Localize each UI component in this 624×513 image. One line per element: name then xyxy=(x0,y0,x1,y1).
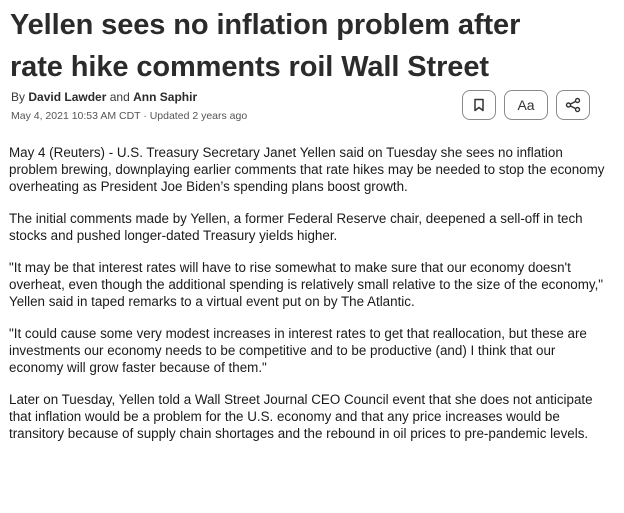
author-link-1[interactable]: David Lawder xyxy=(28,90,107,104)
text-size-label: Aa xyxy=(517,97,535,113)
article-body: May 4 (Reuters) - U.S. Treasury Secretar… xyxy=(9,144,609,457)
dateline: May 4, 2021 10:53 AM CDT · Updated 2 yea… xyxy=(11,110,248,122)
paragraph-1: May 4 (Reuters) - U.S. Treasury Secretar… xyxy=(9,145,605,194)
byline-conjunction: and xyxy=(109,90,130,104)
share-icon xyxy=(565,97,581,113)
text-size-button[interactable]: Aa xyxy=(504,90,548,120)
paragraph-3: "It may be that interest rates will have… xyxy=(9,260,604,309)
paragraph-2: The initial comments made by Yellen, a f… xyxy=(9,211,583,243)
byline: By David Lawder and Ann Saphir xyxy=(11,90,197,104)
author-link-2[interactable]: Ann Saphir xyxy=(133,90,198,104)
headline-line-1: Yellen sees no inflation problem after xyxy=(10,9,521,41)
article-toolbar: Aa xyxy=(462,90,590,120)
bookmark-icon xyxy=(474,98,484,112)
paragraph-5: Later on Tuesday, Yellen told a Wall Str… xyxy=(9,392,593,441)
byline-prefix: By xyxy=(11,90,26,104)
share-button[interactable] xyxy=(556,90,590,120)
paragraph-4: "It could cause some very modest increas… xyxy=(9,326,587,375)
bookmark-button[interactable] xyxy=(462,90,496,120)
headline-line-2: rate hike comments roil Wall Street xyxy=(10,51,489,83)
headline: Yellen sees no inflation problem after r… xyxy=(10,4,610,88)
